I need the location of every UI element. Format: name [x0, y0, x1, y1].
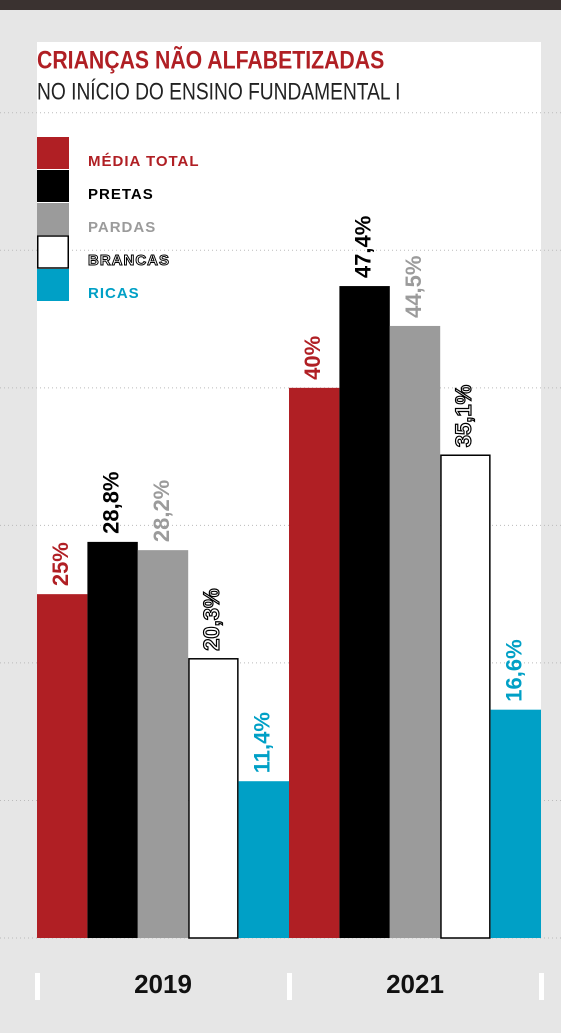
value-label: 20,3%: [199, 588, 224, 650]
legend-swatch: [37, 170, 69, 202]
chart-title: CRIANÇAS NÃO ALFABETIZADAS: [37, 45, 384, 74]
x-axis: 2019 2021: [35, 969, 544, 1000]
group-separator: [287, 973, 292, 1000]
x-tick-label: 2019: [134, 969, 192, 999]
group-separator: [35, 973, 40, 1000]
bar: [289, 387, 340, 938]
legend-swatch: [37, 137, 69, 169]
legend: MÉDIA TOTAL PRETAS PARDAS BRANCAS RICAS: [37, 137, 200, 302]
legend-label: BRANCAS: [88, 252, 170, 269]
bars: 25% 40% 28,8% 47,4% 28,2% 44,5% 20,3% 35,1% 11,4…: [37, 216, 541, 939]
value-label: 28,2%: [149, 480, 174, 542]
bar: [389, 325, 441, 938]
value-label: 40%: [300, 336, 325, 380]
legend-swatch: [37, 235, 69, 269]
legend-swatch: [37, 203, 69, 235]
top-band: [0, 0, 561, 10]
bar: [37, 594, 88, 938]
legend-label: MÉDIA TOTAL: [88, 153, 200, 170]
bar: [188, 658, 239, 939]
bar: [87, 541, 138, 938]
legend-swatch: [37, 269, 69, 301]
bar: [238, 781, 289, 938]
group-separator: [539, 973, 544, 1000]
value-label: 35,1%: [451, 385, 476, 447]
legend-label: RICAS: [88, 285, 140, 302]
bar: [137, 550, 189, 938]
value-label: 16,6%: [502, 639, 527, 701]
value-label: 44,5%: [401, 256, 426, 318]
value-label: 25%: [48, 542, 73, 586]
legend-label: PRETAS: [88, 186, 154, 203]
bar: [490, 709, 541, 938]
x-tick-label: 2021: [386, 969, 444, 999]
value-label: 47,4%: [350, 216, 375, 278]
value-label: 28,8%: [98, 471, 123, 533]
legend-label: PARDAS: [88, 219, 156, 236]
bar: [440, 454, 491, 939]
value-label: 11,4%: [250, 712, 275, 773]
bar: [339, 286, 390, 938]
chart-subtitle: NO INÍCIO DO ENSINO FUNDAMENTAL I: [37, 77, 401, 105]
